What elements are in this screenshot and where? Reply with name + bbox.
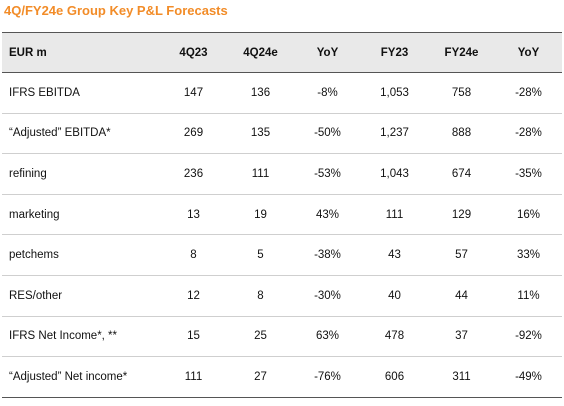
header-cell: 4Q24e xyxy=(227,32,294,73)
table-cell: 8 xyxy=(227,275,294,317)
table-cell: -28% xyxy=(495,72,562,114)
row-label: “Adjusted” Net income* xyxy=(2,356,160,398)
table-cell: -53% xyxy=(294,153,361,195)
row-label: “Adjusted” EBITDA* xyxy=(2,113,160,155)
table-cell: -49% xyxy=(495,356,562,398)
table-body: IFRS EBITDA 147 136 -8% 1,053 758 -28% “… xyxy=(2,72,562,398)
table-cell: 135 xyxy=(227,113,294,155)
table-cell: -76% xyxy=(294,356,361,398)
page-title: 4Q/FY24e Group Key P&L Forecasts xyxy=(4,3,228,18)
table-cell: 12 xyxy=(160,275,227,317)
table-cell: 1,237 xyxy=(361,113,428,155)
table-cell: 311 xyxy=(428,356,495,398)
header-cell: EUR m xyxy=(2,32,160,73)
table-cell: -38% xyxy=(294,234,361,276)
row-label: marketing xyxy=(2,194,160,236)
table-row: IFRS Net Income*, ** 15 25 63% 478 37 -9… xyxy=(2,316,562,358)
table-cell: 478 xyxy=(361,316,428,358)
table-cell: 236 xyxy=(160,153,227,195)
header-row: EUR m 4Q23 4Q24e YoY FY23 FY24e YoY xyxy=(2,32,562,73)
table-header: EUR m 4Q23 4Q24e YoY FY23 FY24e YoY xyxy=(2,32,562,73)
table-cell: 606 xyxy=(361,356,428,398)
row-label: RES/other xyxy=(2,275,160,317)
table-cell: 1,053 xyxy=(361,72,428,114)
row-label: refining xyxy=(2,153,160,195)
table-cell: 674 xyxy=(428,153,495,195)
header-cell: FY24e xyxy=(428,32,495,73)
table-cell: 40 xyxy=(361,275,428,317)
table-row: refining 236 111 -53% 1,043 674 -35% xyxy=(2,153,562,195)
table-cell: 63% xyxy=(294,316,361,358)
header-cell: YoY xyxy=(495,32,562,73)
table-cell: 27 xyxy=(227,356,294,398)
table-cell: 111 xyxy=(160,356,227,398)
table-cell: 5 xyxy=(227,234,294,276)
row-label: IFRS Net Income*, ** xyxy=(2,316,160,358)
header-cell: YoY xyxy=(294,32,361,73)
forecast-table: EUR m 4Q23 4Q24e YoY FY23 FY24e YoY IFRS… xyxy=(2,32,562,398)
table-row: “Adjusted” EBITDA* 269 135 -50% 1,237 88… xyxy=(2,113,562,155)
table-cell: 758 xyxy=(428,72,495,114)
table-cell: 57 xyxy=(428,234,495,276)
table-cell: 25 xyxy=(227,316,294,358)
table-cell: 44 xyxy=(428,275,495,317)
table-row: IFRS EBITDA 147 136 -8% 1,053 758 -28% xyxy=(2,72,562,114)
table-cell: 43 xyxy=(361,234,428,276)
table-cell: -35% xyxy=(495,153,562,195)
table-cell: 129 xyxy=(428,194,495,236)
table-cell: 8 xyxy=(160,234,227,276)
table-cell: 1,043 xyxy=(361,153,428,195)
table-cell: -28% xyxy=(495,113,562,155)
table-cell: 16% xyxy=(495,194,562,236)
table-cell: -50% xyxy=(294,113,361,155)
table-cell: 888 xyxy=(428,113,495,155)
table-cell: -8% xyxy=(294,72,361,114)
table-cell: 136 xyxy=(227,72,294,114)
table-cell: -92% xyxy=(495,316,562,358)
row-label: IFRS EBITDA xyxy=(2,72,160,114)
header-cell: FY23 xyxy=(361,32,428,73)
table-cell: 33% xyxy=(495,234,562,276)
table-cell: 269 xyxy=(160,113,227,155)
table-row: RES/other 12 8 -30% 40 44 11% xyxy=(2,275,562,317)
table-cell: 43% xyxy=(294,194,361,236)
table-cell: 111 xyxy=(361,194,428,236)
table-cell: 19 xyxy=(227,194,294,236)
row-label: petchems xyxy=(2,234,160,276)
table-row: petchems 8 5 -38% 43 57 33% xyxy=(2,234,562,276)
table-cell: 15 xyxy=(160,316,227,358)
table-cell: 13 xyxy=(160,194,227,236)
table-cell: -30% xyxy=(294,275,361,317)
table-cell: 37 xyxy=(428,316,495,358)
table-row: marketing 13 19 43% 111 129 16% xyxy=(2,194,562,236)
table-cell: 111 xyxy=(227,153,294,195)
header-cell: 4Q23 xyxy=(160,32,227,73)
table-row: “Adjusted” Net income* 111 27 -76% 606 3… xyxy=(2,356,562,398)
table-cell: 11% xyxy=(495,275,562,317)
table-cell: 147 xyxy=(160,72,227,114)
